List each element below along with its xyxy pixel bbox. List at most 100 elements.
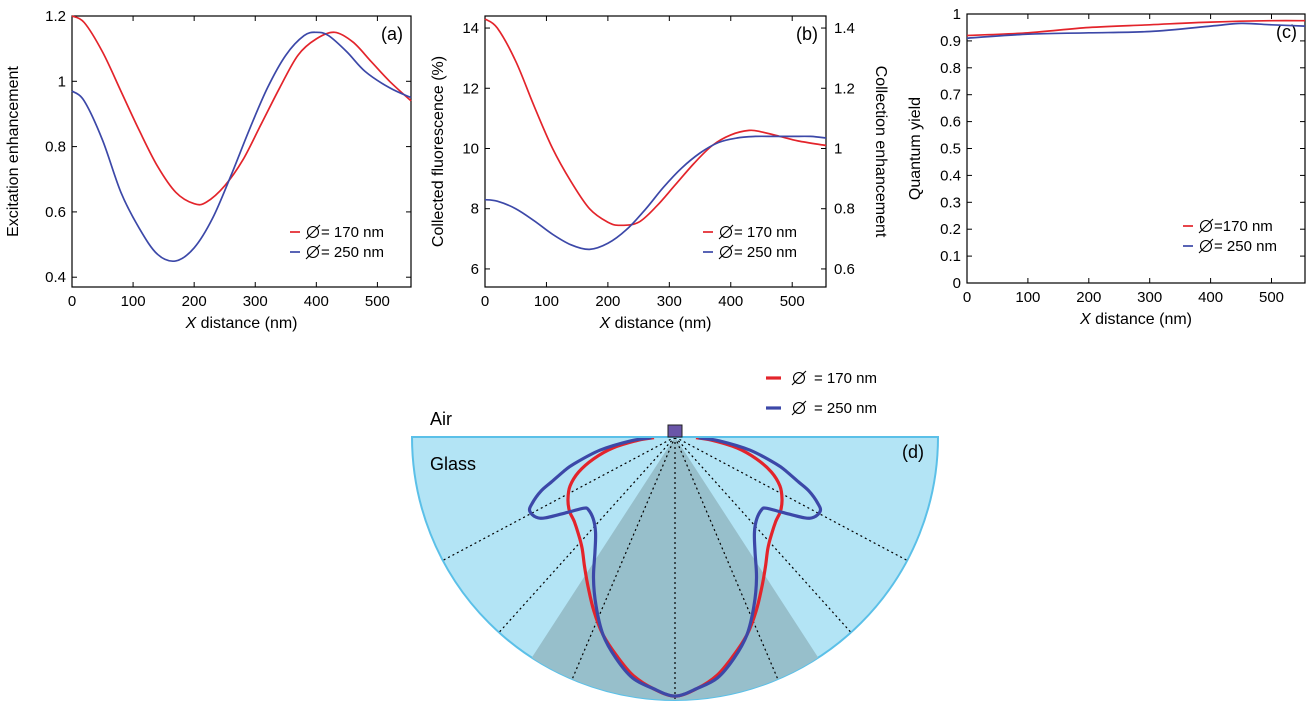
y-tick-label: 0.6 <box>940 114 961 131</box>
series-line-red <box>966 19 1306 37</box>
x-tick-label: 0 <box>68 293 76 310</box>
y-tick-label: 6 <box>471 261 479 278</box>
y-tick-label: 1.2 <box>45 8 66 25</box>
legend-diameter-icon-slash <box>305 224 321 240</box>
legend-diameter-icon-slash <box>1198 218 1214 234</box>
x-tick-label: 400 <box>304 293 329 310</box>
legend-diameter-icon-slash <box>1198 238 1214 254</box>
y-tick-label: 0.7 <box>940 87 961 104</box>
legend-label: = 250 nm <box>814 400 877 417</box>
y-tick-label: 0.2 <box>940 221 961 238</box>
y-tick-label: 14 <box>462 20 479 37</box>
x-tick-label: 500 <box>365 293 390 310</box>
y-tick-label: 0.4 <box>940 167 961 184</box>
legend-diameter-icon-slash <box>718 244 734 260</box>
x-tick-label: 0 <box>963 289 971 306</box>
glass-label: Glass <box>430 454 476 474</box>
y-tick-label: 12 <box>462 80 479 97</box>
y2-tick-label: 1.2 <box>834 80 855 97</box>
y2-axis-label: Collection enhancement <box>872 66 889 238</box>
x-axis-label-variable: X <box>184 315 197 332</box>
radiation-lobe-blue <box>527 436 823 698</box>
y-tick-label: 8 <box>471 201 479 218</box>
legend-diameter-icon-circle <box>1199 219 1213 233</box>
legend-diameter-icon-circle <box>719 245 733 259</box>
x-axis-label: X distance (nm) <box>1079 311 1192 328</box>
y-tick-label: 0.1 <box>940 248 961 265</box>
y-tick-label: 0 <box>953 275 961 292</box>
y2-tick-label: 0.8 <box>834 201 855 218</box>
x-tick-label: 100 <box>1015 289 1040 306</box>
series-line-blue <box>484 135 827 251</box>
legend-diameter-icon-circle <box>306 225 320 239</box>
y-tick-label: 0.4 <box>45 269 66 286</box>
x-tick-label: 200 <box>595 293 620 310</box>
panel-label: (c) <box>1276 22 1297 42</box>
air-label: Air <box>430 409 452 429</box>
legend-diameter-icon-slash <box>791 400 807 416</box>
y-axis-label: Excitation enhancement <box>5 66 22 237</box>
y-tick-label: 1 <box>953 6 961 23</box>
legend-diameter-icon-slash <box>718 224 734 240</box>
legend-label: = 250 nm <box>1214 238 1277 255</box>
legend-label: =170 nm <box>1214 218 1273 235</box>
y-tick-label: 0.6 <box>45 204 66 221</box>
x-tick-label: 500 <box>780 293 805 310</box>
angle-guide-line <box>571 436 676 680</box>
y2-tick-label: 0.6 <box>834 261 855 278</box>
y-tick-label: 0.9 <box>940 33 961 50</box>
legend-diameter-icon-slash <box>305 244 321 260</box>
panel-label: (a) <box>381 24 403 44</box>
legend-label: = 170 nm <box>321 224 384 241</box>
x-tick-label: 200 <box>182 293 207 310</box>
x-axis-label-variable: X <box>1079 311 1092 328</box>
legend-label: = 250 nm <box>734 244 797 261</box>
y-axis-label: Quantum yield <box>907 97 924 200</box>
angle-guide-line <box>498 436 676 633</box>
legend-label: = 170 nm <box>734 224 797 241</box>
legend-diameter-icon-circle <box>306 245 320 259</box>
angle-guide-line <box>674 436 852 633</box>
panel-b-collected-fluorescence: 0 100 200 300 400 500 6 8 10 12 14 0.6 0.8 1 1.2 1.4 X d… <box>430 15 889 332</box>
legend-diameter-icon-circle <box>719 225 733 239</box>
panel-d-radiation-pattern: Air Glass (d) = 170 nm = 250 nm <box>410 370 940 701</box>
x-axis-label-unit: distance (nm) <box>610 315 711 332</box>
x-tick-label: 400 <box>718 293 743 310</box>
x-axis-label-unit: distance (nm) <box>196 315 297 332</box>
x-tick-label: 500 <box>1259 289 1284 306</box>
plot-frame <box>484 15 827 288</box>
x-tick-label: 300 <box>243 293 268 310</box>
y2-tick-label: 1 <box>834 140 842 157</box>
x-axis-label-variable: X <box>598 315 611 332</box>
y-tick-label: 10 <box>462 140 479 157</box>
x-tick-label: 0 <box>481 293 489 310</box>
y-tick-label: 0.8 <box>940 60 961 77</box>
series-line-blue <box>71 31 412 263</box>
panel-label: (d) <box>902 442 924 462</box>
x-tick-label: 100 <box>534 293 559 310</box>
legend-label: = 250 nm <box>321 244 384 261</box>
angle-guide-line <box>674 436 908 562</box>
y-tick-label: 1 <box>58 73 66 90</box>
x-axis-label-unit: distance (nm) <box>1091 311 1192 328</box>
x-axis-label: X distance (nm) <box>184 315 297 332</box>
legend-label: = 170 nm <box>814 370 877 387</box>
x-axis-label: X distance (nm) <box>598 315 711 332</box>
y-tick-label: 0.5 <box>940 141 961 158</box>
series-line-blue <box>966 22 1306 40</box>
angle-guide-line <box>442 436 676 562</box>
x-tick-label: 300 <box>1137 289 1162 306</box>
y-tick-label: 0.8 <box>45 139 66 156</box>
panel-c-quantum-yield: 0 100 200 300 400 500 0 0.1 0.2 0.3 0.4 0.5 0.6 0.7 0.… <box>907 6 1306 328</box>
x-tick-label: 400 <box>1198 289 1223 306</box>
legend-diameter-icon-slash <box>791 370 807 386</box>
panel-label: (b) <box>796 24 818 44</box>
angle-guide-line <box>674 436 779 680</box>
plot-frame <box>71 15 412 288</box>
legend-diameter-icon-circle <box>792 371 806 385</box>
y-axis-label: Collected fluorescence (%) <box>430 56 447 247</box>
panel-a-excitation-enhancement: 0 100 200 300 400 500 0.4 0.6 0.8 1 1.2 X distance … <box>5 8 412 332</box>
series-line-red <box>484 18 827 227</box>
x-tick-label: 100 <box>121 293 146 310</box>
